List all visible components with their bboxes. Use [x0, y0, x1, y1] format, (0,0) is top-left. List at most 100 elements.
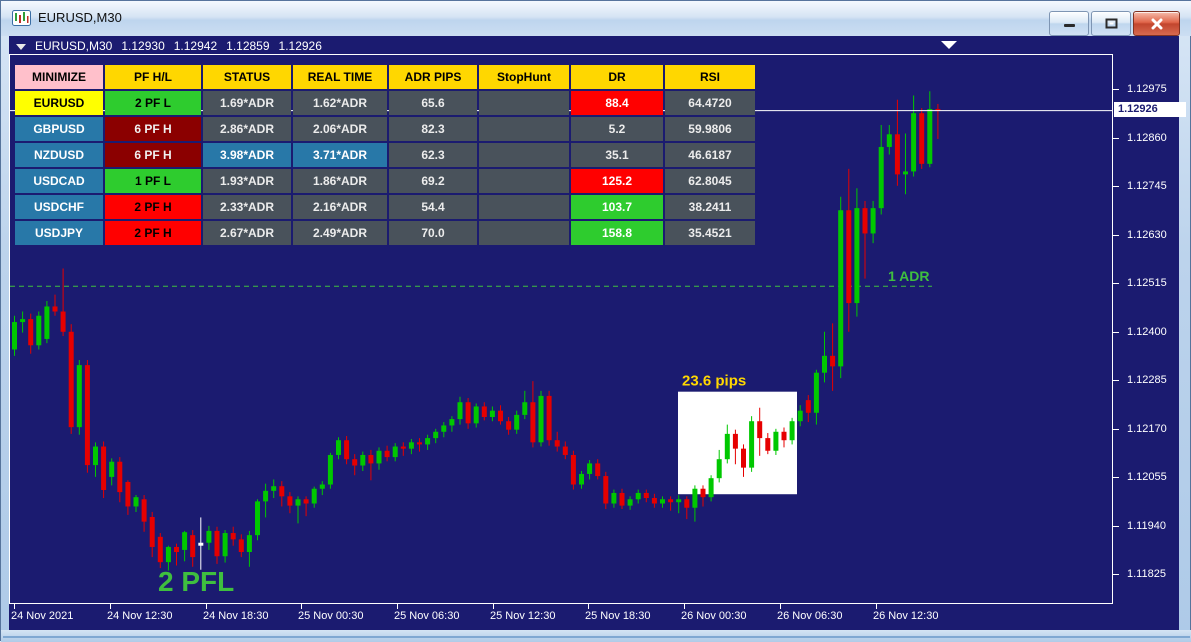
candle [538, 390, 544, 447]
time-axis-tick [14, 604, 15, 609]
symbol-cell[interactable]: NZDUSD [15, 143, 103, 167]
dr-cell: 125.2 [571, 169, 663, 193]
minimize-panel-button[interactable]: MINIMIZE [15, 65, 103, 89]
chart-area[interactable]: EURUSD,M30 1.12930 1.12942 1.12859 1.12926 1… [9, 36, 1186, 630]
candle [562, 441, 568, 460]
pf-cell[interactable]: 2 PF H [105, 221, 201, 245]
time-axis-label: 24 Nov 2021 [11, 610, 74, 622]
price-axis-label: 1.11825 [1127, 568, 1166, 581]
symbol-cell[interactable]: USDCHF [15, 195, 103, 219]
candle [757, 407, 763, 456]
maximize-button[interactable] [1091, 11, 1131, 36]
adr-pips-cell: 62.3 [389, 143, 477, 167]
dr-cell: 103.7 [571, 195, 663, 219]
candle [352, 454, 358, 476]
candle [157, 533, 163, 569]
realtime-cell: 3.71*ADR [293, 143, 387, 167]
panel-header-dr: DR [571, 65, 663, 89]
price-axis-label: 1.11940 [1127, 519, 1166, 532]
minimize-button[interactable] [1049, 11, 1089, 36]
quote-values: 1.12930 1.12942 1.12859 1.12926 [121, 39, 331, 53]
quote-value: 1.12859 [226, 39, 270, 53]
realtime-cell: 2.16*ADR [293, 195, 387, 219]
pf-cell[interactable]: 6 PF H [105, 117, 201, 141]
title-bar[interactable]: EURUSD,M30 [1, 1, 1191, 36]
dr-cell: 158.8 [571, 221, 663, 245]
panel-header-stophunt: StopHunt [479, 65, 569, 89]
candle [749, 416, 755, 472]
pfl-signal-label: 2 PFL [158, 566, 234, 597]
candle [546, 390, 552, 446]
currency-dashboard: MINIMIZE PF H/L STATUS REAL TIME ADR PIPS Sto… [13, 63, 757, 247]
candle [886, 125, 892, 155]
time-axis-label: 24 Nov 12:30 [107, 610, 173, 622]
candle [627, 496, 633, 510]
candle [101, 441, 107, 499]
candle [643, 489, 649, 503]
time-axis-tick [301, 604, 302, 609]
candle [287, 492, 293, 514]
candle [295, 496, 301, 524]
price-axis-tick [1113, 234, 1119, 236]
candle [368, 449, 374, 481]
price-axis-tick [1113, 380, 1119, 382]
candle [603, 471, 609, 509]
candle [93, 442, 98, 477]
candle [668, 496, 674, 511]
panel-header-pf-h-l: PF H/L [105, 65, 201, 89]
candle [52, 294, 58, 316]
rsi-cell: 35.4521 [665, 221, 755, 245]
candle [117, 457, 123, 503]
symbol-cell[interactable]: GBPUSD [15, 117, 103, 141]
pf-cell[interactable]: 2 PF H [105, 195, 201, 219]
realtime-cell: 1.62*ADR [293, 91, 387, 115]
dr-cell: 88.4 [571, 91, 663, 115]
candle [327, 452, 333, 489]
price-axis-label: 1.12400 [1127, 325, 1167, 338]
time-axis-label: 24 Nov 18:30 [203, 610, 269, 622]
candle [336, 437, 341, 460]
symbol-cell[interactable]: USDCAD [15, 169, 103, 193]
close-button[interactable] [1133, 11, 1180, 36]
candle [911, 95, 917, 177]
candle [400, 442, 406, 456]
candle [449, 416, 455, 432]
stophunt-cell [479, 117, 569, 141]
status-cell: 2.86*ADR [203, 117, 291, 141]
candle [376, 447, 382, 470]
symbol-cell[interactable]: USDJPY [15, 221, 103, 245]
price-axis-tick [1113, 428, 1119, 430]
candle [611, 489, 617, 508]
price-axis-tick [1113, 331, 1119, 333]
pf-cell[interactable]: 1 PF L [105, 169, 201, 193]
candle [481, 402, 487, 421]
candle [635, 489, 641, 504]
symbol-cell[interactable]: EURUSD [15, 91, 103, 115]
candle [587, 460, 593, 480]
candle [344, 435, 350, 465]
candle [230, 526, 236, 546]
quote-expand-icon[interactable] [16, 44, 26, 50]
time-axis-label: 25 Nov 18:30 [585, 610, 651, 622]
time-axis-label: 25 Nov 12:30 [490, 610, 556, 622]
candle [457, 396, 463, 425]
candle [903, 133, 908, 195]
candle [255, 499, 260, 541]
candle [870, 200, 876, 244]
candle [514, 410, 520, 434]
panel-row-usdcad: USDCAD 1 PF L 1.93*ADR 1.86*ADR 69.2 125.2 62.… [15, 169, 755, 193]
maximize-icon [1105, 18, 1117, 29]
realtime-cell: 1.86*ADR [293, 169, 387, 193]
time-axis-tick [397, 604, 398, 609]
pf-cell[interactable]: 6 PF H [105, 143, 201, 167]
candle [789, 417, 795, 445]
candle [279, 481, 285, 507]
candle [214, 526, 220, 564]
pf-cell[interactable]: 2 PF L [105, 91, 201, 115]
candle [263, 483, 269, 518]
price-axis-tick [1113, 525, 1119, 527]
candle [692, 485, 698, 522]
status-cell: 3.98*ADR [203, 143, 291, 167]
adr-pips-cell: 65.6 [389, 91, 477, 115]
